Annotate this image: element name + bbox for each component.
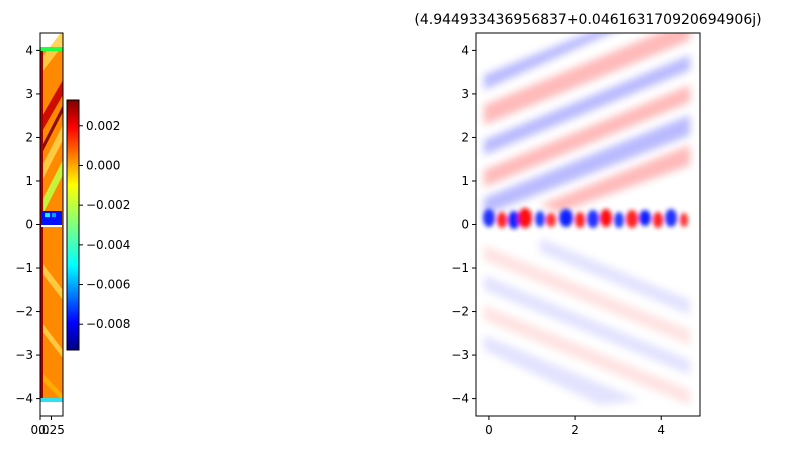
left-y-tick-label: 4: [25, 43, 33, 57]
colorbar-tick-label: −0.004: [86, 238, 130, 252]
colorbar-tick-label: −0.006: [86, 278, 130, 292]
right-y-tick-label: 4: [461, 43, 469, 57]
colorbar-gradient: [66, 99, 80, 351]
left-y-tick-label: −3: [15, 348, 33, 362]
right-y-tick-label: −3: [451, 348, 469, 362]
right-heatmap-field: [483, 33, 690, 405]
colorbar-tick-label: 0.000: [86, 158, 120, 172]
right-y-tick-label: 1: [461, 174, 469, 188]
left-y-tick-label: 2: [25, 130, 33, 144]
left-heatmap: −4 −3 −2 −1 0 1 2 3 4 0.00.25: [15, 32, 65, 437]
right-y-tick-label: 3: [461, 87, 469, 101]
right-y-tick-label: −4: [451, 392, 469, 406]
right-heatmap: (4.944933436956837+0.046163170920694906j…: [414, 12, 761, 437]
left-x-tick-label: 0.0: [30, 423, 49, 437]
right-x-tick-label: 2: [571, 423, 579, 437]
left-y-tick-label: −4: [15, 392, 33, 406]
colorbar-tick-label: −0.002: [86, 198, 130, 212]
left-y-axis: −4 −3 −2 −1 0 1 2 3 4: [15, 43, 40, 406]
right-plot-title: (4.944933436956837+0.046163170920694906j…: [414, 12, 761, 28]
right-y-tick-label: 2: [461, 130, 469, 144]
left-y-tick-label: −2: [15, 305, 33, 319]
right-x-tick-label: 4: [657, 423, 665, 437]
left-y-tick-label: 1: [25, 174, 33, 188]
colorbar-tick-label: 0.002: [86, 119, 120, 133]
left-y-tick-label: 3: [25, 87, 33, 101]
right-y-tick-label: 0: [461, 218, 469, 232]
left-x-tick-label: 0.25: [38, 423, 65, 437]
right-y-axis: −4 −3 −2 −1 0 1 2 3 4: [451, 43, 476, 406]
right-y-tick-label: −2: [451, 305, 469, 319]
left-heatmap-field: [40, 33, 63, 402]
left-x-axis: 0.00.25: [30, 416, 65, 437]
left-y-tick-label: −1: [15, 261, 33, 275]
colorbar-axis: −0.008 −0.006 −0.004 −0.002 0.000 0.002: [79, 119, 130, 331]
right-x-axis: 0 2 4: [485, 416, 665, 437]
colorbar: −0.008 −0.006 −0.004 −0.002 0.000 0.002: [66, 99, 130, 351]
right-y-tick-label: −1: [451, 261, 469, 275]
colorbar-tick-label: −0.008: [86, 317, 130, 331]
right-x-tick-label: 0: [485, 423, 493, 437]
left-y-tick-label: 0: [25, 218, 33, 232]
